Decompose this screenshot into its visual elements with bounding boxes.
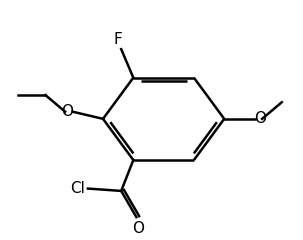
Text: O: O <box>254 111 266 126</box>
Text: Cl: Cl <box>70 181 85 196</box>
Text: O: O <box>61 104 73 119</box>
Text: F: F <box>114 32 122 47</box>
Text: O: O <box>132 221 144 236</box>
